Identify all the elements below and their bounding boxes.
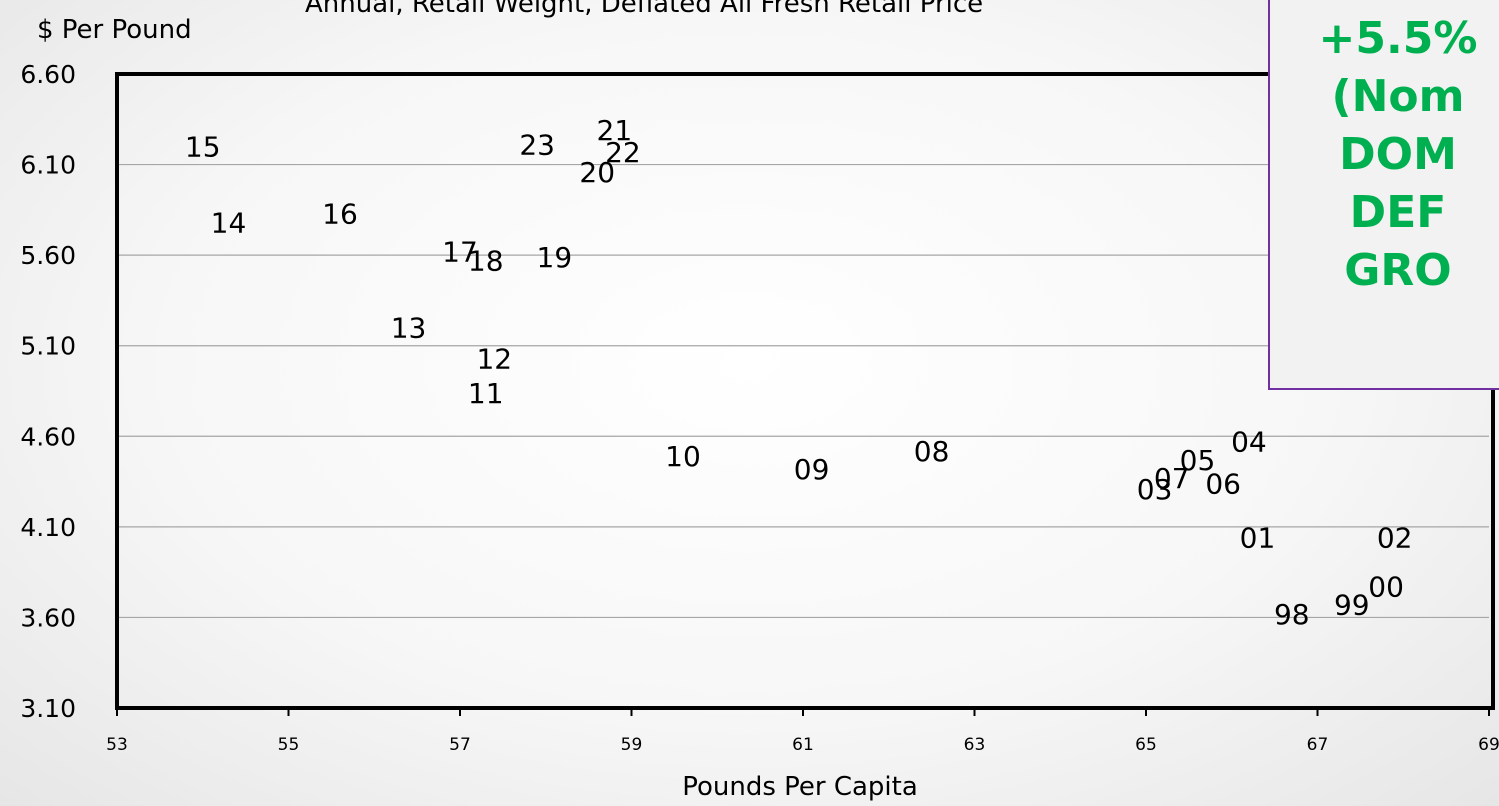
data-point-label: 03 (1137, 473, 1173, 506)
data-point-label: 09 (794, 453, 830, 486)
y-axis-title: $ Per Pound (37, 15, 192, 45)
data-point-label: 19 (537, 241, 573, 274)
x-tick-label: 69 (1478, 735, 1499, 755)
data-point-label: 14 (211, 207, 247, 240)
y-tick-label: 5.60 (20, 241, 76, 270)
x-tick-label: 61 (792, 735, 814, 755)
x-tick-label: 57 (449, 735, 471, 755)
y-tick-label: 3.10 (20, 694, 76, 723)
callout-line-4: DEF (1349, 187, 1447, 238)
data-point-label: 15 (185, 130, 221, 163)
x-tick-label: 53 (106, 735, 128, 755)
x-axis-title: Pounds Per Capita (682, 772, 918, 802)
data-point-label: 17 (442, 236, 478, 269)
data-point-label: 20 (579, 156, 615, 189)
y-tick-label: 4.10 (20, 513, 76, 542)
x-tick-label: 63 (964, 735, 986, 755)
y-tick-label: 6.10 (20, 151, 76, 180)
data-point-label: 12 (476, 342, 512, 375)
data-point-label: 13 (391, 312, 427, 345)
data-point-label: 98 (1274, 598, 1310, 631)
data-point-label: 18 (468, 245, 504, 278)
data-point-label: 23 (519, 129, 555, 162)
data-point-label: 22 (605, 136, 641, 169)
data-point-label: 08 (914, 435, 950, 468)
callout-line-5: GRO (1344, 245, 1452, 296)
y-tick-label: 6.60 (20, 60, 76, 89)
data-point-label: 04 (1231, 426, 1267, 459)
y-tick-label: 3.60 (20, 603, 76, 632)
chart-title: Annual, Retail Weight, Deflated All Fres… (305, 0, 983, 19)
data-point-label: 99 (1334, 589, 1370, 622)
plot-frame (115, 72, 1495, 710)
y-tick-label: 4.60 (20, 422, 76, 451)
data-point-label: 10 (665, 440, 701, 473)
callout-line-2: (Nom (1331, 71, 1465, 122)
callout-line-1: +5.5% (1318, 13, 1478, 64)
data-point-label: 07 (1154, 462, 1190, 495)
x-tick-label: 65 (1135, 735, 1157, 755)
data-point-label: 00 (1368, 571, 1404, 604)
x-tick-label: 55 (278, 735, 300, 755)
data-point-label: 21 (597, 114, 633, 147)
data-point-label: 05 (1180, 444, 1216, 477)
data-point-label: 11 (468, 377, 504, 410)
data-point-label: 01 (1240, 522, 1276, 555)
x-tick-label: 67 (1307, 735, 1329, 755)
callout-line-3: DOM (1339, 129, 1457, 180)
data-point-label: 16 (322, 197, 358, 230)
x-tick-label: 59 (621, 735, 643, 755)
x-tick-labels: 53 55 57 59 61 63 65 67 69 (106, 708, 1499, 755)
y-tick-labels: 6.60 6.10 5.60 5.10 4.60 4.10 3.60 3.10 (20, 60, 76, 723)
data-point-label: 06 (1205, 467, 1241, 500)
data-point-label: 02 (1377, 522, 1413, 555)
y-tick-label: 5.10 (20, 332, 76, 361)
callout-box: +5.5% (Nom DOM DEF GRO (1268, 0, 1499, 390)
